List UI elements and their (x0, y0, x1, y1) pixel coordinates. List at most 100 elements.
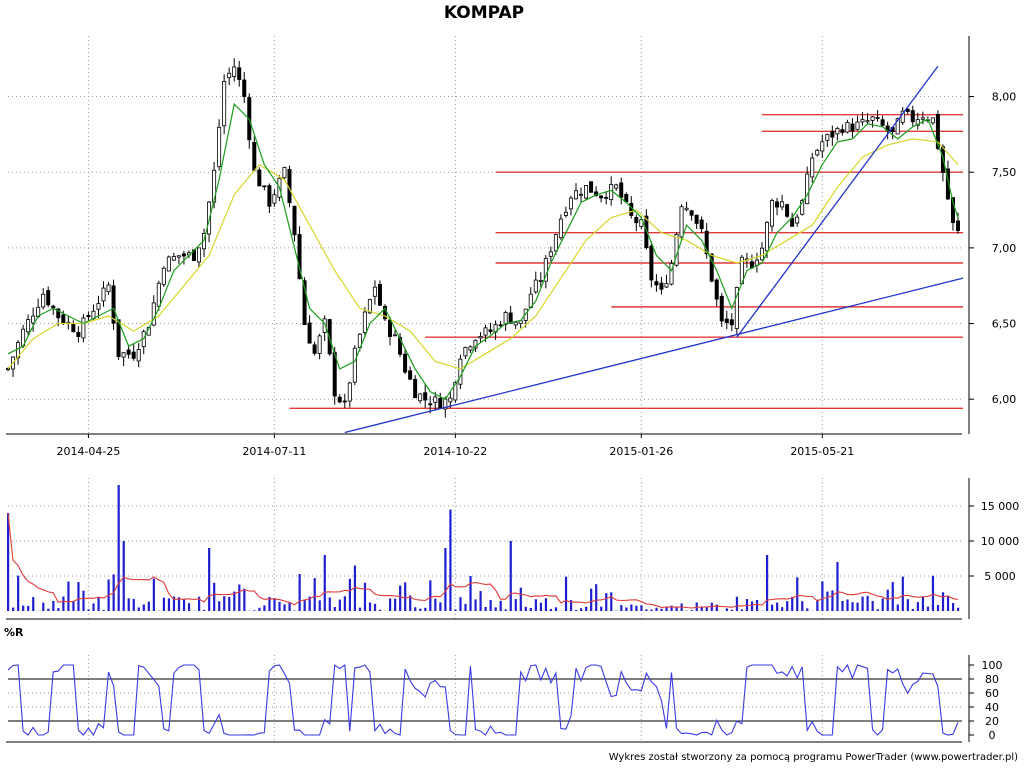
candlestick (222, 74, 227, 135)
price-x-tick-label: 2015-01-26 (609, 445, 673, 458)
candle-body (820, 141, 825, 152)
candlestick (573, 183, 578, 200)
candle-body (734, 287, 739, 329)
volume-bar (710, 602, 713, 611)
candlestick (865, 113, 870, 125)
volume-bar (353, 565, 357, 611)
candlestick (403, 348, 408, 374)
candle-body (302, 280, 307, 326)
candle-body (619, 182, 624, 198)
candle-body (217, 126, 222, 168)
candle-body (513, 321, 518, 326)
candle-body (563, 211, 568, 216)
candlestick (202, 228, 207, 258)
candlestick (930, 117, 935, 125)
williams-y-tick-label: 20 (985, 715, 999, 728)
candlestick (709, 253, 714, 283)
candlestick (156, 280, 161, 311)
candle-body (438, 398, 443, 409)
candle-body (850, 123, 855, 132)
candle-body (704, 230, 709, 255)
volume-bar (233, 591, 236, 611)
candlestick (347, 381, 352, 408)
candlestick (292, 205, 297, 242)
candlestick (433, 391, 438, 411)
candlestick (568, 195, 573, 216)
candlestick (785, 203, 790, 218)
candlestick (126, 344, 131, 359)
volume-bar (866, 595, 869, 611)
volume-bar (363, 582, 367, 611)
candle-body (448, 397, 453, 403)
candlestick (171, 252, 176, 262)
candle-body (61, 314, 66, 324)
candlestick (317, 333, 322, 360)
volume-bar (333, 606, 336, 611)
candle-body (267, 185, 272, 207)
candle-body (252, 142, 257, 171)
candle-body (197, 247, 202, 263)
williams-y-tick-label: 40 (985, 701, 999, 714)
candle-body (840, 129, 845, 133)
volume-bar (258, 607, 261, 611)
candlestick (724, 310, 729, 330)
volume-bar (122, 541, 125, 611)
candlestick (800, 198, 805, 216)
candle-body (815, 149, 820, 156)
candle-body (71, 323, 76, 333)
candlestick (161, 266, 166, 288)
candlestick (438, 392, 443, 409)
candle-body (729, 319, 734, 326)
volume-bar (554, 607, 558, 611)
candle-body (825, 134, 830, 141)
volume-bar (690, 610, 693, 611)
candle-body (121, 352, 126, 358)
volume-bar (278, 601, 281, 611)
volume-bar (529, 607, 532, 611)
volume-bar (539, 602, 543, 611)
candlestick (181, 250, 186, 265)
candle-body (317, 335, 322, 354)
candlestick (111, 279, 116, 330)
candlestick (26, 314, 31, 337)
volume-ma-line (7, 512, 959, 609)
trend-line (736, 65, 939, 338)
volume-bar (580, 608, 583, 611)
volume-bar (97, 597, 100, 611)
volume-bar (931, 575, 935, 611)
candlestick (282, 166, 287, 180)
candle-body (830, 130, 835, 138)
volume-bar (519, 587, 522, 611)
volume-bar (765, 555, 769, 611)
volume-bar (549, 608, 553, 611)
candlestick (830, 125, 835, 146)
candlestick (719, 293, 724, 327)
candlestick (16, 340, 21, 365)
volume-bar (916, 602, 919, 611)
candle-body (51, 305, 56, 309)
volume-bar (92, 603, 95, 611)
candle-body (428, 403, 433, 406)
candle-body (473, 339, 478, 349)
williams-y-tick-label: 0 (989, 729, 996, 742)
volume-bar (595, 584, 598, 611)
price-y-tick-label: 6,50 (992, 318, 1017, 331)
volume-bar (454, 609, 457, 611)
volume-bar (32, 597, 35, 611)
candle-body (292, 205, 297, 236)
williams-y-tick-label: 60 (985, 687, 999, 700)
candle-body (136, 349, 141, 362)
candlestick (423, 383, 428, 408)
volume-bar (705, 607, 708, 611)
candlestick (548, 246, 553, 262)
candle-body (800, 200, 805, 215)
candlestick (131, 343, 136, 361)
candle-body (388, 319, 393, 337)
candle-body (242, 79, 247, 97)
candlestick (227, 67, 232, 86)
candle-body (573, 190, 578, 200)
candle-body (558, 218, 563, 239)
volume-bar (569, 600, 573, 611)
candlestick (579, 187, 584, 203)
volume-bar (368, 602, 372, 611)
